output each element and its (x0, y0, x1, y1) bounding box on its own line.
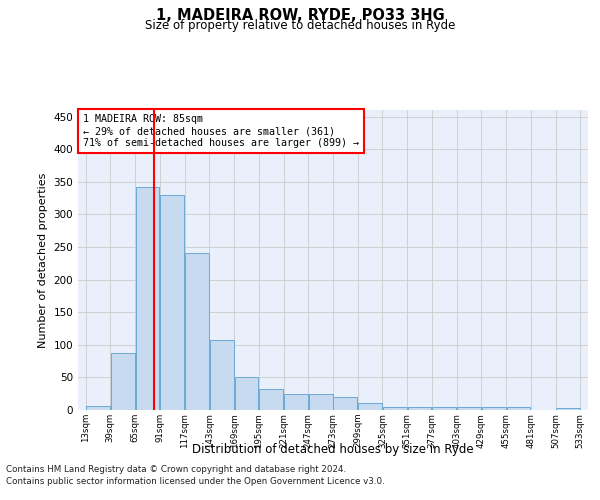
Bar (407, 406, 431, 410)
Text: Size of property relative to detached houses in Ryde: Size of property relative to detached ho… (145, 19, 455, 32)
Bar (383, 406, 407, 410)
Bar (309, 394, 332, 410)
Text: Distribution of detached houses by size in Ryde: Distribution of detached houses by size … (192, 442, 474, 456)
Bar (210, 340, 233, 410)
Text: Contains HM Land Registry data © Crown copyright and database right 2024.: Contains HM Land Registry data © Crown c… (6, 466, 346, 474)
Bar (457, 408, 481, 410)
Text: Contains public sector information licensed under the Open Government Licence v3: Contains public sector information licen… (6, 476, 385, 486)
Bar (86, 406, 110, 410)
Bar (235, 378, 259, 410)
Text: 1, MADEIRA ROW, RYDE, PO33 3HG: 1, MADEIRA ROW, RYDE, PO33 3HG (155, 8, 445, 22)
Bar (334, 397, 357, 410)
Text: 1 MADEIRA ROW: 85sqm
← 29% of detached houses are smaller (361)
71% of semi-deta: 1 MADEIRA ROW: 85sqm ← 29% of detached h… (83, 114, 359, 148)
Bar (111, 352, 134, 410)
Bar (433, 408, 456, 410)
Bar (482, 408, 506, 410)
Bar (358, 404, 382, 410)
Y-axis label: Number of detached properties: Number of detached properties (38, 172, 48, 348)
Bar (259, 389, 283, 410)
Bar (506, 408, 530, 410)
Bar (556, 408, 580, 410)
Bar (185, 253, 209, 410)
Bar (160, 195, 184, 410)
Bar (136, 187, 160, 410)
Bar (284, 394, 308, 410)
